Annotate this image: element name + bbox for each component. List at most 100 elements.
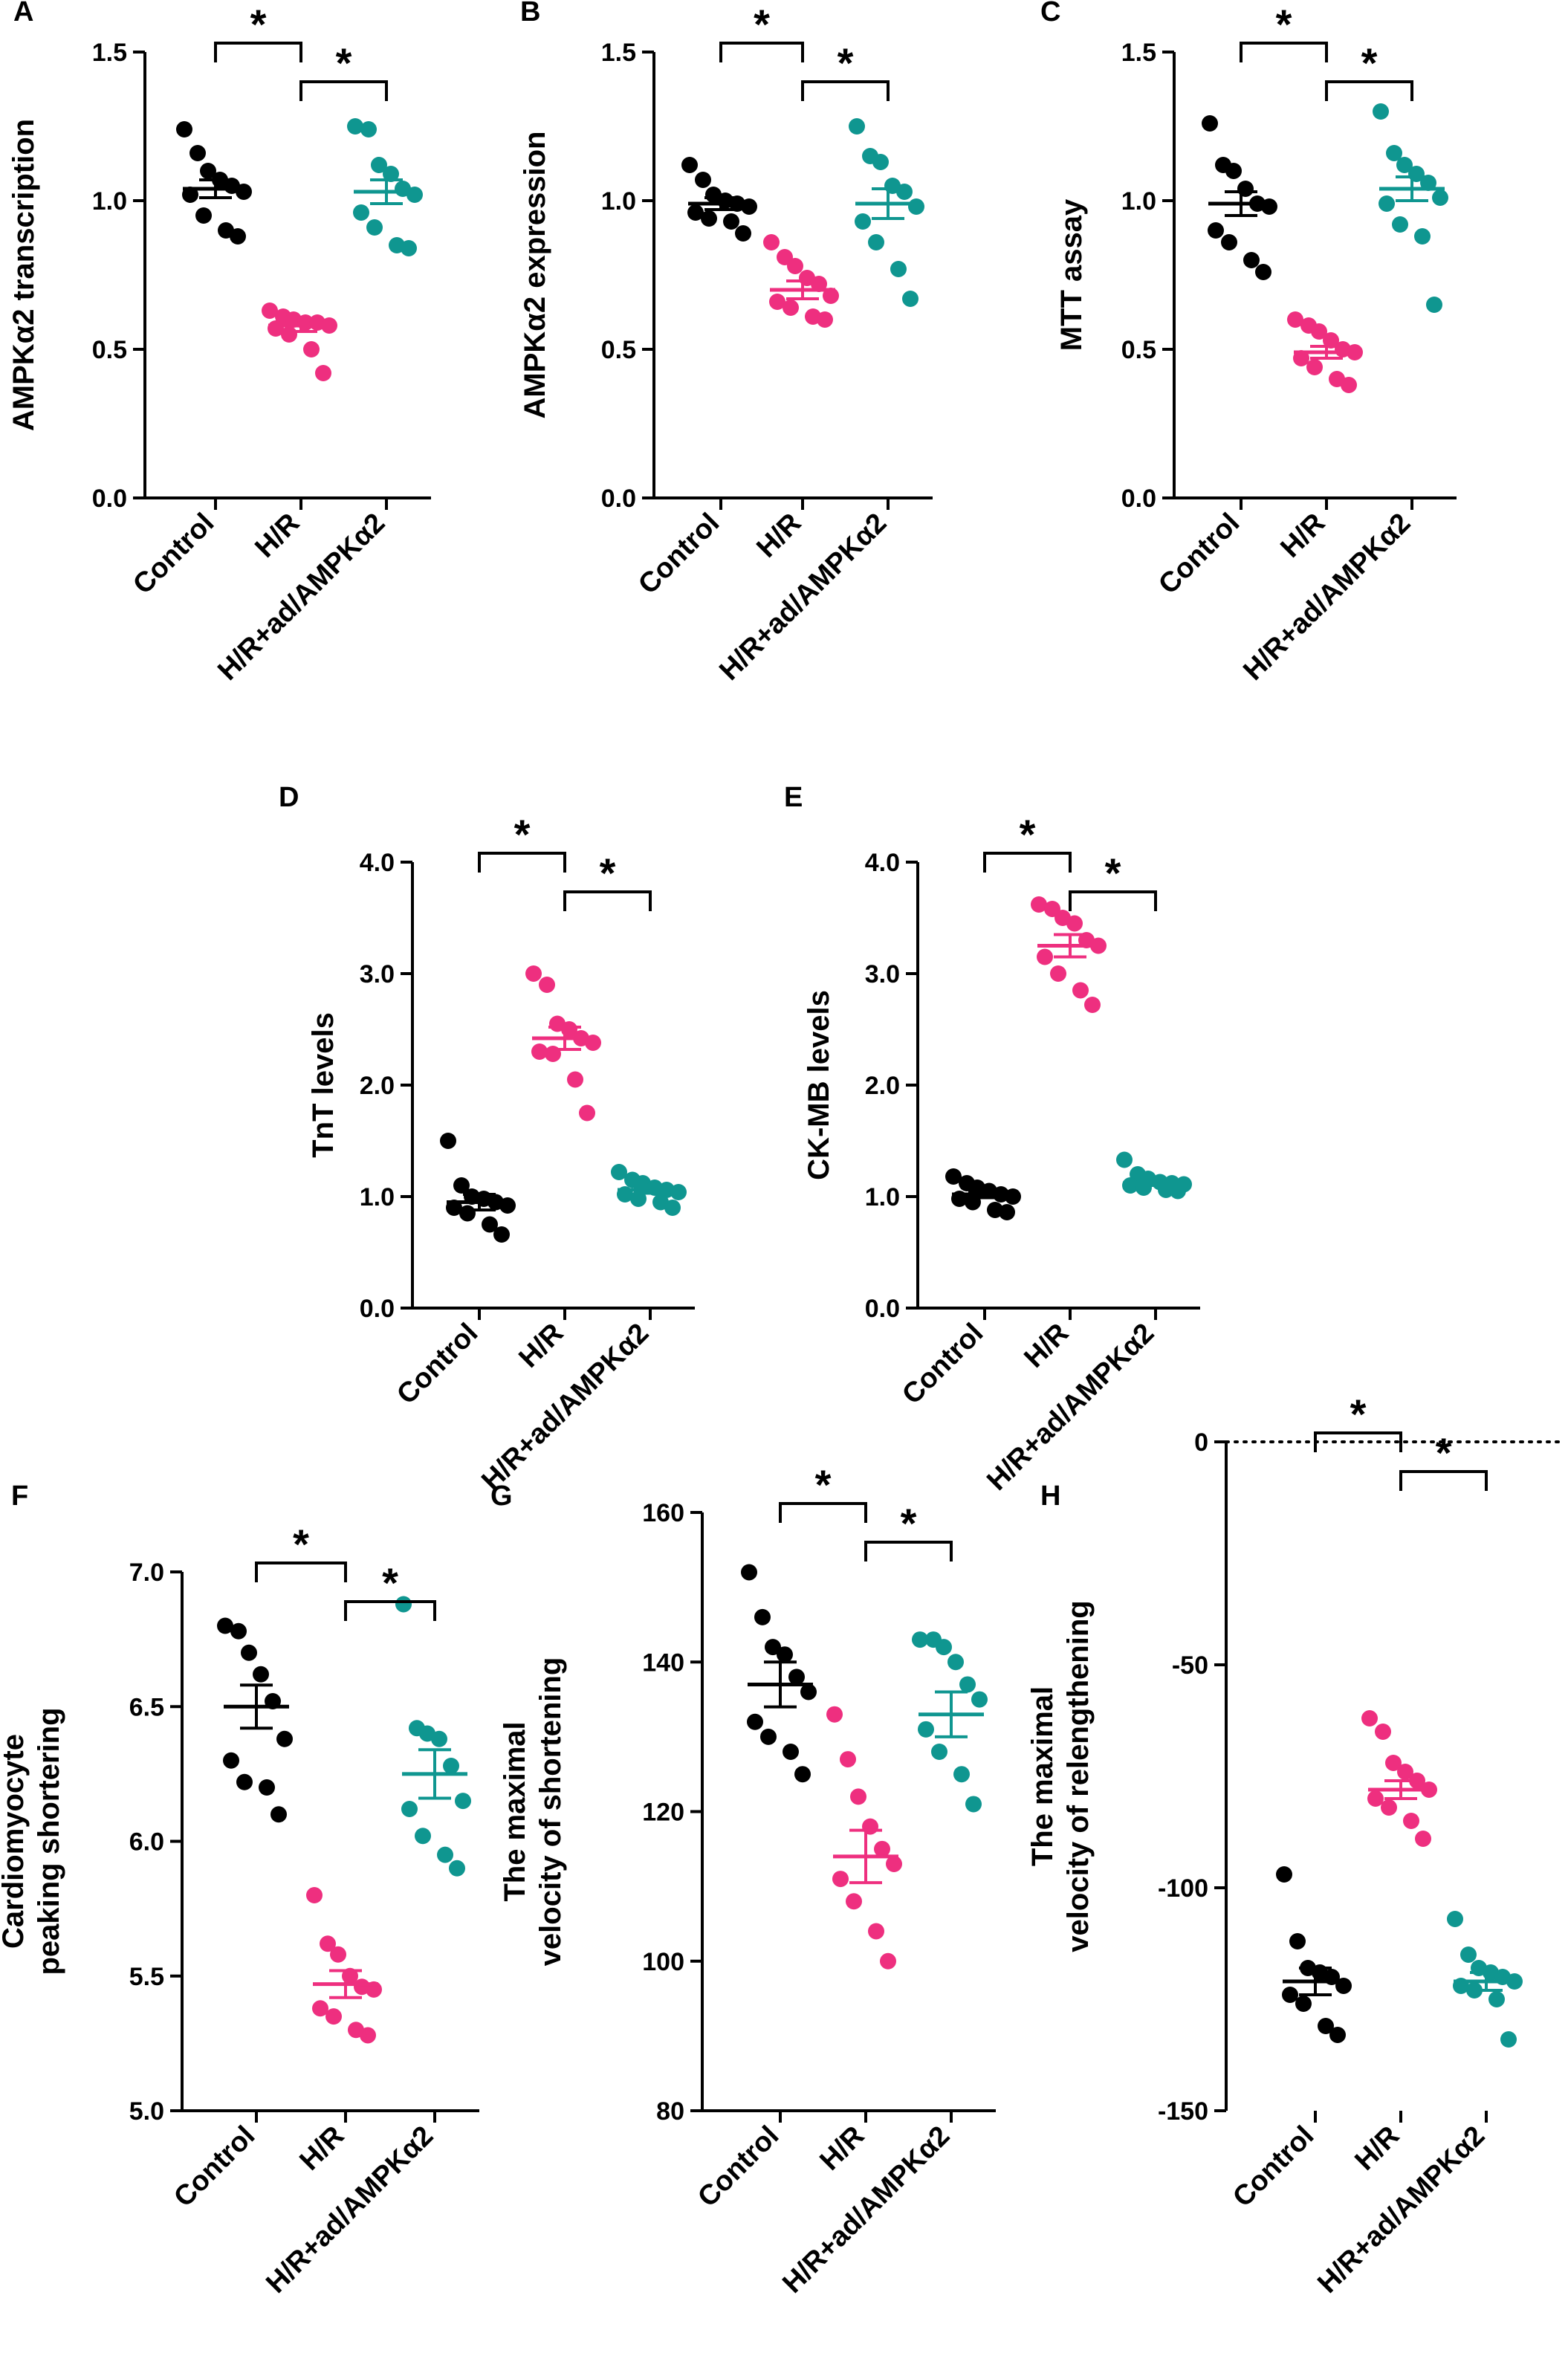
- y-axis-label: CK-MB levels: [803, 990, 835, 1180]
- data-point: [415, 1828, 431, 1845]
- significance-bracket: [1240, 42, 1328, 62]
- data-point: [1361, 1710, 1378, 1726]
- data-point: [281, 326, 297, 343]
- series-control: [176, 121, 252, 245]
- y-tick-label: -50: [1172, 1651, 1208, 1680]
- series-ampk: [1116, 1151, 1192, 1200]
- series-hr: [826, 1706, 902, 1970]
- significance-bracket: [344, 1600, 436, 1621]
- data-point: [681, 157, 698, 173]
- y-tick-label: 0.0: [360, 1295, 395, 1323]
- data-point: [1243, 252, 1260, 268]
- significance-star: *: [336, 39, 352, 86]
- data-point: [443, 1758, 459, 1774]
- x-category-label: H/R+ad/AMPKα2: [476, 1318, 655, 1497]
- panel-label: H: [1040, 1480, 1060, 1512]
- series-control: [217, 1617, 293, 1823]
- data-point: [383, 166, 399, 182]
- data-point: [1295, 1996, 1312, 2012]
- data-point: [611, 1164, 627, 1180]
- data-point: [868, 1923, 884, 1940]
- data-point: [371, 157, 387, 173]
- y-axis-label: Cardiomyocyte: [0, 1734, 30, 1949]
- data-point: [360, 2027, 376, 2044]
- significance-star: *: [600, 849, 616, 896]
- data-point: [270, 1806, 287, 1823]
- data-point: [353, 204, 369, 221]
- series-ampk: [395, 1596, 471, 1877]
- y-tick-label: 140: [642, 1648, 684, 1677]
- y-tick-label: 0.5: [92, 336, 127, 364]
- series-hr: [525, 965, 601, 1122]
- significance-star: *: [1361, 39, 1378, 86]
- y-tick-label: 3.0: [865, 960, 900, 988]
- data-point: [965, 1796, 982, 1813]
- significance-bracket: [864, 1541, 953, 1562]
- data-point: [1379, 195, 1395, 212]
- data-point: [846, 1893, 862, 1910]
- y-tick-label: 1.0: [360, 1183, 395, 1211]
- panel-e: E 0.0 1.0 2.0 3.0 4.0 CK-MB levels Control H/RH/…: [784, 782, 1200, 1497]
- data-point: [1403, 1813, 1419, 1829]
- data-point: [312, 2000, 328, 2017]
- y-axis-label: velocity of shortening: [534, 1657, 567, 1967]
- y-tick-label: 4.0: [865, 849, 900, 877]
- series-control: [741, 1564, 817, 1783]
- data-point: [936, 1639, 952, 1656]
- data-point: [1084, 997, 1101, 1013]
- series-ampk: [849, 118, 924, 307]
- significance-star: *: [1350, 1391, 1367, 1437]
- data-point: [200, 163, 216, 179]
- y-tick-label: 3.0: [360, 960, 395, 988]
- series-hr: [262, 302, 337, 381]
- x-category-label: H/R+ad/AMPKα2: [260, 2120, 439, 2300]
- data-point: [1414, 228, 1431, 245]
- panel-label: E: [784, 782, 803, 813]
- data-point: [787, 258, 803, 274]
- panel-f: F 5.0 5.5 6.0 6.5 7.0 Cardiomyocyte peaking sho…: [0, 1480, 479, 2300]
- panel-label: G: [490, 1480, 513, 1512]
- data-point: [1050, 965, 1066, 982]
- y-axis-label: TnT levels: [307, 1012, 340, 1158]
- data-point: [1311, 323, 1327, 340]
- data-point: [195, 207, 212, 224]
- data-point: [1116, 1151, 1133, 1168]
- panel-c: C 0.0 0.5 1.0 1.5 MTT assay Control H/RH/R+ad/A…: [1040, 0, 1457, 687]
- series-control: [1276, 1866, 1352, 2043]
- panel-label: D: [279, 782, 299, 813]
- significance-star: *: [1436, 1429, 1452, 1476]
- data-point: [1488, 1991, 1505, 2007]
- x-category-label: H/R: [751, 508, 807, 564]
- panel-label: C: [1040, 0, 1060, 27]
- data-point: [918, 1721, 934, 1738]
- data-point: [437, 1846, 453, 1863]
- y-tick-label: 1.0: [1121, 187, 1156, 216]
- significance-bracket: [563, 890, 652, 911]
- y-axis-label: AMPKα2 transcription: [7, 119, 40, 431]
- data-point: [347, 118, 363, 135]
- significance-bracket: [214, 42, 302, 62]
- y-tick-label: 80: [656, 2097, 684, 2126]
- y-tick-label: 120: [642, 1799, 684, 1827]
- y-axis-label: MTT assay: [1055, 198, 1088, 351]
- x-category-label: H/R: [294, 2120, 350, 2177]
- data-point: [735, 225, 751, 242]
- data-point: [896, 184, 913, 200]
- y-tick-label: 7.0: [129, 1559, 164, 1587]
- data-point: [1221, 234, 1237, 250]
- data-point: [223, 1752, 239, 1769]
- data-point: [253, 1666, 269, 1683]
- significance-star: *: [514, 811, 531, 858]
- y-axis-label: peaking shortering: [33, 1707, 65, 1975]
- data-point: [360, 121, 377, 137]
- significance-bracket: [478, 852, 566, 873]
- data-point: [449, 1860, 465, 1877]
- data-point: [874, 1840, 890, 1857]
- data-point: [747, 1713, 763, 1730]
- significance-star: *: [250, 1, 267, 48]
- data-point: [276, 1730, 293, 1747]
- data-point: [579, 1104, 595, 1122]
- x-category-label: Control: [632, 508, 725, 601]
- data-point: [1397, 1764, 1413, 1780]
